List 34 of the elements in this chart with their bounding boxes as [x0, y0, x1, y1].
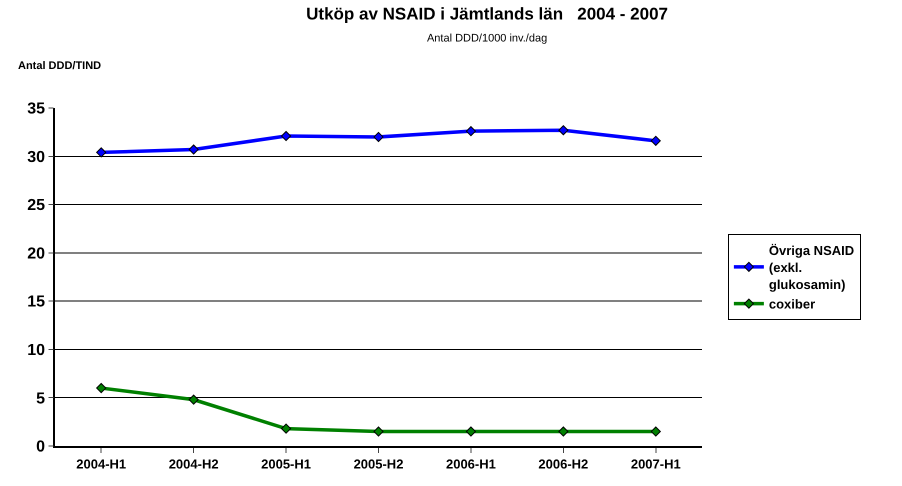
y-tick-label: 20 — [27, 245, 46, 262]
y-tick-label: 30 — [27, 148, 46, 166]
y-tick-label: 0 — [36, 438, 46, 456]
chart-subtitle: Antal DDD/1000 inv./dag — [426, 32, 548, 45]
x-tick-label: 2006-H2 — [538, 456, 588, 472]
point — [650, 136, 661, 146]
x-tick-label: 2007-H1 — [630, 456, 681, 472]
point — [373, 426, 384, 437]
point — [466, 126, 476, 136]
x-tick-label: 2005-H2 — [354, 456, 404, 472]
y-tick-label: 25 — [27, 197, 46, 214]
legend-label: Övriga NSAID (exkl. glukosamin) — [768, 243, 854, 292]
y-tick-label: 5 — [36, 390, 46, 408]
legend-label: coxiber — [768, 296, 816, 312]
point — [281, 424, 292, 434]
point — [466, 426, 476, 437]
x-tick-label: 2006-H1 — [446, 456, 496, 472]
point — [96, 383, 106, 394]
chart-title: Utköp av NSAID i Jämtlands län 2004 - 2007 — [306, 4, 668, 24]
y-tick-label: 15 — [27, 294, 46, 311]
x-tick-label: 2005-H1 — [261, 456, 312, 472]
y-axis-title: Antal DDD/TIND — [18, 60, 102, 72]
point — [558, 125, 568, 136]
x-tick-label: 2004-H2 — [168, 456, 219, 472]
point — [558, 426, 568, 437]
point — [188, 394, 199, 405]
y-tick-label: 35 — [27, 100, 46, 118]
point — [373, 132, 384, 142]
x-tick-label: 2004-H1 — [76, 456, 126, 472]
point — [188, 144, 199, 155]
y-tick-label: 10 — [27, 342, 46, 360]
point — [96, 147, 106, 158]
point — [281, 130, 292, 142]
point — [650, 426, 661, 437]
